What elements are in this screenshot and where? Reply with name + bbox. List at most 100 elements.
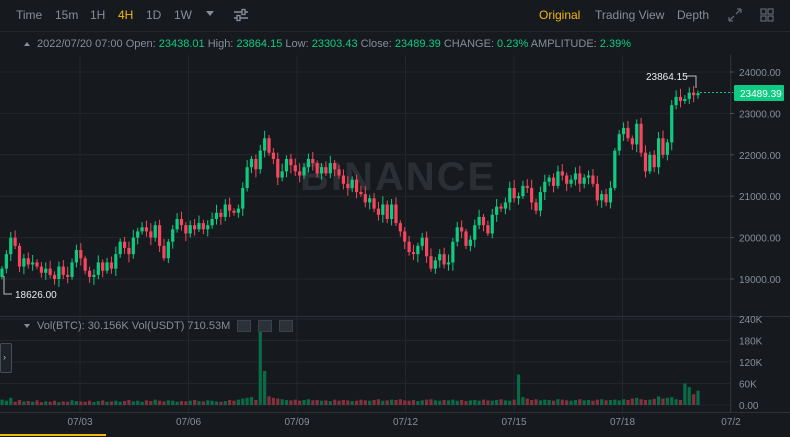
candle-body — [276, 158, 280, 178]
interval-1d[interactable]: 1D — [146, 8, 162, 22]
volume-settings-icon[interactable] — [237, 320, 252, 333]
candle-body — [245, 167, 249, 188]
candle-body — [184, 225, 188, 234]
candle-body — [140, 227, 144, 232]
chart-grid — [0, 55, 732, 412]
collapse-volume-icon[interactable] — [24, 324, 30, 328]
volume-bar — [490, 400, 494, 405]
volume-bar — [626, 399, 630, 405]
candle-body — [105, 262, 109, 271]
volume-bar — [109, 401, 114, 405]
more-intervals-dropdown-icon[interactable] — [206, 11, 214, 16]
settings-sliders-icon[interactable] — [233, 8, 249, 22]
volume-bar — [481, 399, 486, 405]
candle-body — [411, 252, 416, 255]
volume-tick-label: 120K — [739, 358, 763, 369]
candle-body — [468, 239, 472, 246]
volume-bar — [643, 399, 648, 405]
volume-visibility-icon[interactable] — [258, 320, 273, 333]
interval-1w[interactable]: 1W — [174, 8, 192, 22]
candle-body — [661, 138, 665, 155]
candle-body — [236, 208, 240, 213]
candle-body — [617, 134, 621, 151]
candle-body — [425, 237, 429, 257]
view-trading-view-tab[interactable]: Trading View — [595, 8, 665, 22]
volume-bar — [254, 399, 258, 405]
volume-bar — [74, 401, 79, 405]
candle-body — [271, 152, 275, 159]
candle-body — [162, 245, 166, 259]
interval-1h[interactable]: 1H — [90, 8, 106, 22]
volume-bar — [696, 390, 700, 405]
volume-bar — [4, 400, 8, 405]
candle-body — [508, 187, 512, 203]
volume-close-icon[interactable] — [279, 320, 294, 333]
volume-tick-label: 180K — [739, 337, 763, 348]
candle-body — [376, 208, 381, 215]
volume-bar — [495, 399, 499, 405]
layout-grid-icon[interactable] — [760, 8, 774, 22]
candle-body — [346, 183, 350, 188]
candle-body — [670, 105, 674, 143]
candle-body — [398, 223, 402, 232]
candle-body — [573, 173, 578, 180]
time-tick-label: 07/18 — [610, 417, 635, 428]
candle-body — [420, 237, 424, 246]
amplitude-label: AMPLITUDE: — [530, 38, 597, 50]
collapse-info-icon[interactable] — [24, 42, 30, 46]
candle-body — [157, 225, 162, 246]
interval-15m[interactable]: 15m — [55, 8, 79, 22]
fullscreen-icon[interactable] — [728, 8, 742, 22]
volume-bar — [403, 400, 407, 405]
volume-bar — [26, 401, 30, 405]
candle-body — [495, 206, 499, 215]
side-panel-handle[interactable]: › — [0, 343, 12, 373]
volume-bar — [101, 400, 105, 405]
volume-bar — [578, 399, 582, 405]
interval-4h[interactable]: 4H — [118, 8, 134, 22]
candle-body — [477, 216, 481, 226]
candle-body — [289, 158, 293, 166]
volume-bar — [608, 399, 613, 405]
price-tick-label: 20000.00 — [739, 234, 781, 245]
view-depth-tab[interactable]: Depth — [677, 8, 710, 22]
price-tick-label: 21000.00 — [739, 192, 781, 203]
volume-bar — [687, 387, 691, 405]
interval-time[interactable]: Time — [16, 8, 43, 22]
candle-body — [525, 185, 529, 188]
volume-bar — [315, 399, 319, 405]
candle-body — [13, 237, 17, 246]
volume-bar — [442, 399, 446, 405]
candle-body — [87, 270, 92, 277]
candle-body — [503, 202, 507, 209]
candle-body — [114, 254, 118, 269]
price-axis: 24000.00 23000.00 22000.00 21000.00 20000.00… — [730, 68, 781, 286]
volume-bar — [534, 399, 538, 405]
volume-bar — [416, 401, 420, 405]
ohlc-info-bar: 2022/07/20 07:00 Open: 23438.01 High: 23… — [37, 33, 631, 55]
candle-body — [39, 266, 43, 273]
volume-bar — [394, 399, 398, 405]
volume-bar — [140, 401, 144, 405]
volume-bar — [674, 399, 678, 405]
volume-bar — [328, 401, 332, 405]
candle-body — [613, 150, 617, 188]
volume-bar — [245, 397, 249, 405]
candle-body — [210, 218, 214, 226]
view-original-tab[interactable]: Original — [539, 8, 581, 22]
volume-bar — [96, 401, 100, 405]
volume-bar — [162, 401, 166, 405]
volume-bar — [455, 400, 459, 405]
volume-bar — [280, 399, 284, 405]
volume-bar — [556, 399, 560, 405]
volume-bar — [206, 400, 210, 405]
volume-bar — [241, 398, 245, 405]
volume-bar — [446, 400, 451, 405]
volume-bar — [521, 397, 525, 405]
volume-bar — [79, 401, 83, 405]
candle-body — [648, 154, 652, 172]
candle-body — [635, 123, 639, 145]
ohlc-date: 2022/07/20 07:00 — [37, 38, 123, 50]
volume-bar — [591, 400, 595, 405]
